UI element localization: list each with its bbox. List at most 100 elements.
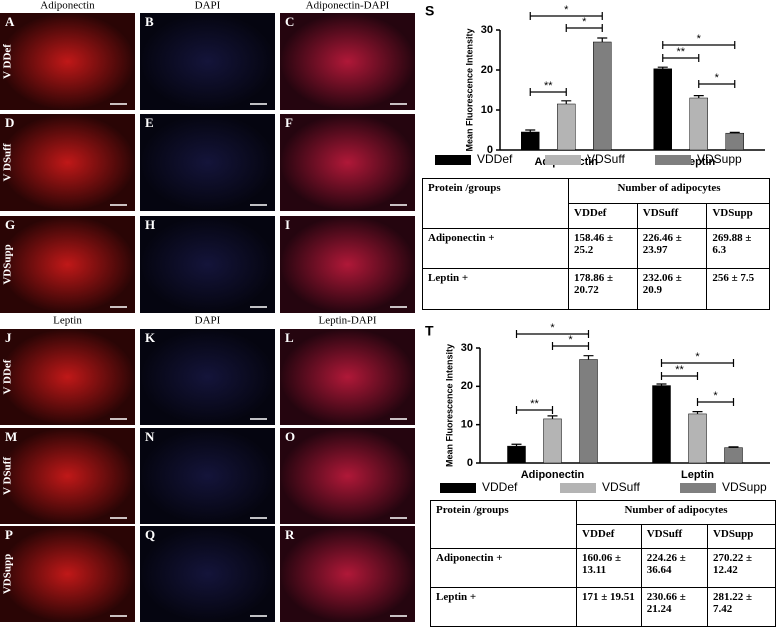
table-row: Protein /groups Number of adipocytes [422,178,770,229]
panel-letter: Q [145,527,155,542]
significance-bracket [662,54,700,62]
significance-label: * [568,334,573,346]
panel-label: T [425,323,434,339]
bar [557,103,576,151]
significance-label: * [582,16,587,28]
bar [593,41,612,151]
significance-bracket [698,80,736,88]
panel-letter: A [5,14,15,29]
bar [689,97,708,151]
panel-letter: K [145,330,156,345]
legend-label: VDSupp [697,152,742,166]
table-header: Number of adipocytes [568,178,770,204]
micrograph [140,526,275,622]
column-header: VDSupp [706,202,770,229]
row-label: VDSupp [2,244,14,284]
bar [579,359,598,464]
column-header: VDSuff [640,523,708,549]
y-tick-label: 20 [481,64,493,76]
error-bar [656,383,667,386]
panel-letter: P [5,527,13,542]
bar [724,447,743,464]
micrograph [0,329,135,425]
table-header: Number of adipocytes [576,500,776,525]
y-tick-label: 20 [461,380,473,392]
micrograph [140,329,275,425]
data-table: Protein /groups Number of adipocytes VDDef… [422,178,770,310]
y-axis-label: Mean Fluorescence Intensity [444,344,454,467]
error-bar [547,415,558,419]
table-cell: 171 ± 19.51 [576,586,642,628]
column-title: Leptin-DAPI [318,315,376,327]
bar [521,131,540,151]
bar [543,418,562,464]
error-bar [657,66,668,69]
y-tick-label: 10 [461,419,473,431]
micrograph [280,114,415,211]
micrograph [0,216,135,313]
significance-label: * [697,33,702,45]
significance-bracket [660,372,699,380]
table-row: Protein /groups Number of adipocytes [430,500,776,549]
table-cell: Adiponectin + [430,547,577,588]
y-axis-label: Mean Fluorescence Intensity [464,28,474,151]
column-title: DAPI [195,315,221,327]
table-cell: 281.22 ± 7.42 [706,586,777,628]
table-row: Leptin +171 ± 19.51 230.66 ± 21.24 281.22 … [430,586,777,628]
panel-letter: N [145,429,155,444]
significance-bracket [529,12,603,20]
table-cell: 160.06 ± 13.11 [576,547,642,588]
significance-label: * [550,322,555,334]
legend-label: VDSuff [587,152,625,166]
bar [725,132,744,151]
significance-bracket [515,330,590,338]
row-label: V DSuff [2,143,14,181]
micrograph [0,526,135,622]
table-cell: 232.06 ± 20.9 [636,268,708,310]
table-row: VDDef VDSuff VDSupp [431,523,777,549]
significance-label: ** [530,398,539,410]
significance-label: * [715,72,720,84]
panel-letter: M [5,429,17,444]
table-cell: 178.86 ± 20.72 [568,268,638,310]
column-header: VDSuff [636,202,708,229]
table-cell: Leptin + [430,586,577,628]
legend-label: VDSupp [722,480,767,494]
significance-bracket [529,88,567,96]
micrograph [0,114,135,211]
column-header: VDSupp [706,523,777,549]
micrograph [140,428,275,524]
legend-swatch [435,155,471,165]
table-row: VDDef VDSuff VDSupp [423,202,770,229]
micrograph [0,428,135,524]
micrograph [140,216,275,313]
panel-letter: D [5,115,14,130]
error-bar [583,355,594,360]
significance-bracket [515,406,554,414]
table-cell: Leptin + [422,268,569,310]
row-label: VDSupp [2,554,14,594]
row-label: V DDef [2,359,14,394]
panel-letter: L [285,330,294,345]
legend-swatch [680,483,716,493]
panel-letter: O [285,429,295,444]
bar [688,413,707,464]
significance-bracket [551,342,590,350]
significance-bracket [662,41,736,49]
micrograph [280,428,415,524]
error-bar [728,446,739,448]
bar [653,68,672,151]
table-cell: 226.46 ± 23.97 [636,227,708,270]
micrograph [280,526,415,622]
data-table: Protein /groups Number of adipocytes VDDef… [430,500,777,628]
micrograph [140,13,275,110]
table-corner: Protein /groups [430,500,577,549]
significance-label: ** [676,46,685,58]
error-bar [525,129,536,132]
legend-label: VDDef [477,152,513,166]
error-bar [729,131,740,134]
micrograph [280,13,415,110]
error-bar [597,37,608,42]
